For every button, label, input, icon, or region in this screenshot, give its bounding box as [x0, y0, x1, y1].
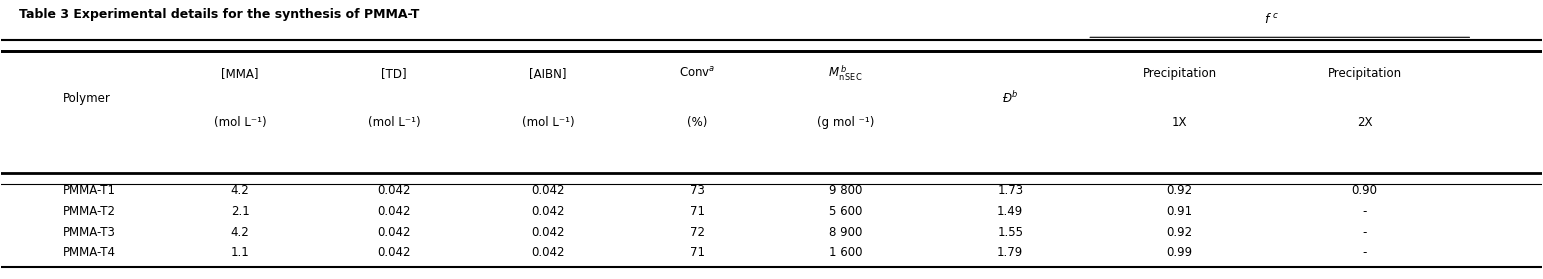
Text: Precipitation: Precipitation — [1143, 67, 1217, 80]
Text: 1.55: 1.55 — [997, 226, 1023, 239]
Text: 1.49: 1.49 — [997, 205, 1023, 218]
Text: 1.73: 1.73 — [997, 184, 1023, 197]
Text: 1X: 1X — [1173, 116, 1188, 129]
Text: 1 600: 1 600 — [829, 247, 863, 259]
Text: [TD]: [TD] — [381, 67, 407, 80]
Text: Conv$^a$: Conv$^a$ — [679, 66, 716, 80]
Text: Polymer: Polymer — [63, 92, 111, 105]
Text: $f$ $^c$: $f$ $^c$ — [1264, 12, 1279, 26]
Text: 0.042: 0.042 — [531, 205, 565, 218]
Text: 0.99: 0.99 — [1167, 247, 1193, 259]
Text: 0.042: 0.042 — [531, 226, 565, 239]
Text: PMMA-T2: PMMA-T2 — [63, 205, 116, 218]
Text: [AIBN]: [AIBN] — [529, 67, 566, 80]
Text: 0.042: 0.042 — [378, 226, 410, 239]
Text: 0.92: 0.92 — [1167, 226, 1193, 239]
Text: -: - — [1362, 205, 1367, 218]
Text: 4.2: 4.2 — [231, 184, 250, 197]
Text: 2X: 2X — [1356, 116, 1372, 129]
Text: $M_\mathrm{n\,SEC}^{\,b}$: $M_\mathrm{n\,SEC}^{\,b}$ — [829, 64, 863, 83]
Text: 9 800: 9 800 — [829, 184, 863, 197]
Text: PMMA-T3: PMMA-T3 — [63, 226, 116, 239]
Text: 0.91: 0.91 — [1167, 205, 1193, 218]
Text: 0.92: 0.92 — [1167, 184, 1193, 197]
Text: (mol L⁻¹): (mol L⁻¹) — [522, 116, 574, 129]
Text: 0.042: 0.042 — [378, 184, 410, 197]
Text: 0.042: 0.042 — [531, 184, 565, 197]
Text: 0.042: 0.042 — [378, 247, 410, 259]
Text: 1.79: 1.79 — [997, 247, 1023, 259]
Text: 4.2: 4.2 — [231, 226, 250, 239]
Text: 1.1: 1.1 — [231, 247, 250, 259]
Text: -: - — [1362, 247, 1367, 259]
Text: 5 600: 5 600 — [829, 205, 863, 218]
Text: PMMA-T1: PMMA-T1 — [63, 184, 116, 197]
Text: Table 3 Experimental details for the synthesis of PMMA-T: Table 3 Experimental details for the syn… — [19, 8, 418, 21]
Text: 0.042: 0.042 — [378, 205, 410, 218]
Text: (mol L⁻¹): (mol L⁻¹) — [367, 116, 420, 129]
Text: 0.90: 0.90 — [1352, 184, 1378, 197]
Text: 0.042: 0.042 — [531, 247, 565, 259]
Text: 8 900: 8 900 — [829, 226, 863, 239]
Text: 72: 72 — [690, 226, 705, 239]
Text: 73: 73 — [690, 184, 705, 197]
Text: -: - — [1362, 226, 1367, 239]
Text: PMMA-T4: PMMA-T4 — [63, 247, 116, 259]
Text: $\it{Đ}$$^b$: $\it{Đ}$$^b$ — [1003, 90, 1018, 106]
Text: (g mol ⁻¹): (g mol ⁻¹) — [816, 116, 875, 129]
Text: 2.1: 2.1 — [231, 205, 250, 218]
Text: Precipitation: Precipitation — [1327, 67, 1401, 80]
Text: 71: 71 — [690, 247, 705, 259]
Text: 71: 71 — [690, 205, 705, 218]
Text: [MMA]: [MMA] — [221, 67, 259, 80]
Text: (mol L⁻¹): (mol L⁻¹) — [214, 116, 267, 129]
Text: (%): (%) — [687, 116, 708, 129]
